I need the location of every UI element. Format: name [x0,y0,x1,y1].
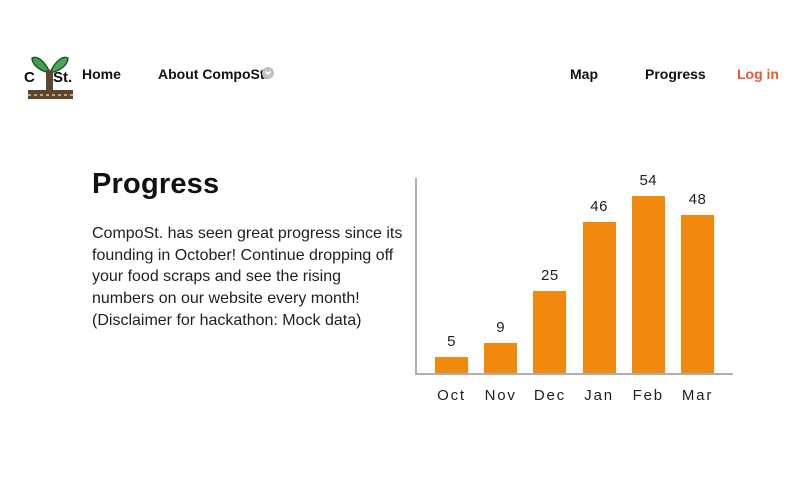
nav-progress-link[interactable]: Progress [645,66,706,82]
intro-line: CompoSt. has seen great progress since i… [92,225,403,242]
intro-line: founding in October! Continue dropping o… [92,246,394,264]
nav-login-link[interactable]: Log in [737,66,779,82]
bar [435,357,468,373]
logo-letters-st: St. [53,69,73,86]
bar-value-label: 5 [447,333,456,350]
bar [484,343,518,373]
x-tick-label: Feb [632,387,664,404]
sprout-leaves-icon [31,52,69,79]
bar [681,215,714,373]
chevron-down-icon[interactable] [262,67,274,79]
bar-value-label: 48 [688,191,707,208]
compost-logo[interactable]: C St. [24,50,76,100]
nav-home-link[interactable]: Home [82,66,121,82]
logo-letter-c: C [24,69,35,86]
x-tick-label: Jan [584,387,614,404]
x-tick-label: Nov [484,387,517,404]
bar [533,291,567,373]
x-tick-label: Mar [681,387,714,404]
bar-value-label: 25 [541,267,559,284]
intro-line: (Disclaimer for hackathon: Mock data) [92,311,362,329]
bar-chart-plot: 5 Oct 9 Nov 25 Dec 46 Jan 54 Feb 48 Mar [415,172,733,404]
bar [582,222,616,373]
bar-value-label: 46 [590,198,608,215]
bar-value-label: 54 [639,172,658,189]
nav-about-link[interactable]: About CompoSt. [158,66,269,82]
x-tick-label: Oct [437,387,466,404]
bar [631,196,665,373]
logo-soil [28,90,73,99]
intro-paragraph: CompoSt. has seen great progress since i… [92,223,412,332]
x-tick-label: Dec [533,387,566,404]
page-title: Progress [92,168,220,200]
intro-line: numbers on our website every month! [92,290,360,308]
bar-value-label: 9 [496,319,506,336]
logo-trunk [46,70,53,94]
intro-line: your food scraps and see the rising [92,268,342,286]
nav-map-link[interactable]: Map [570,66,598,82]
